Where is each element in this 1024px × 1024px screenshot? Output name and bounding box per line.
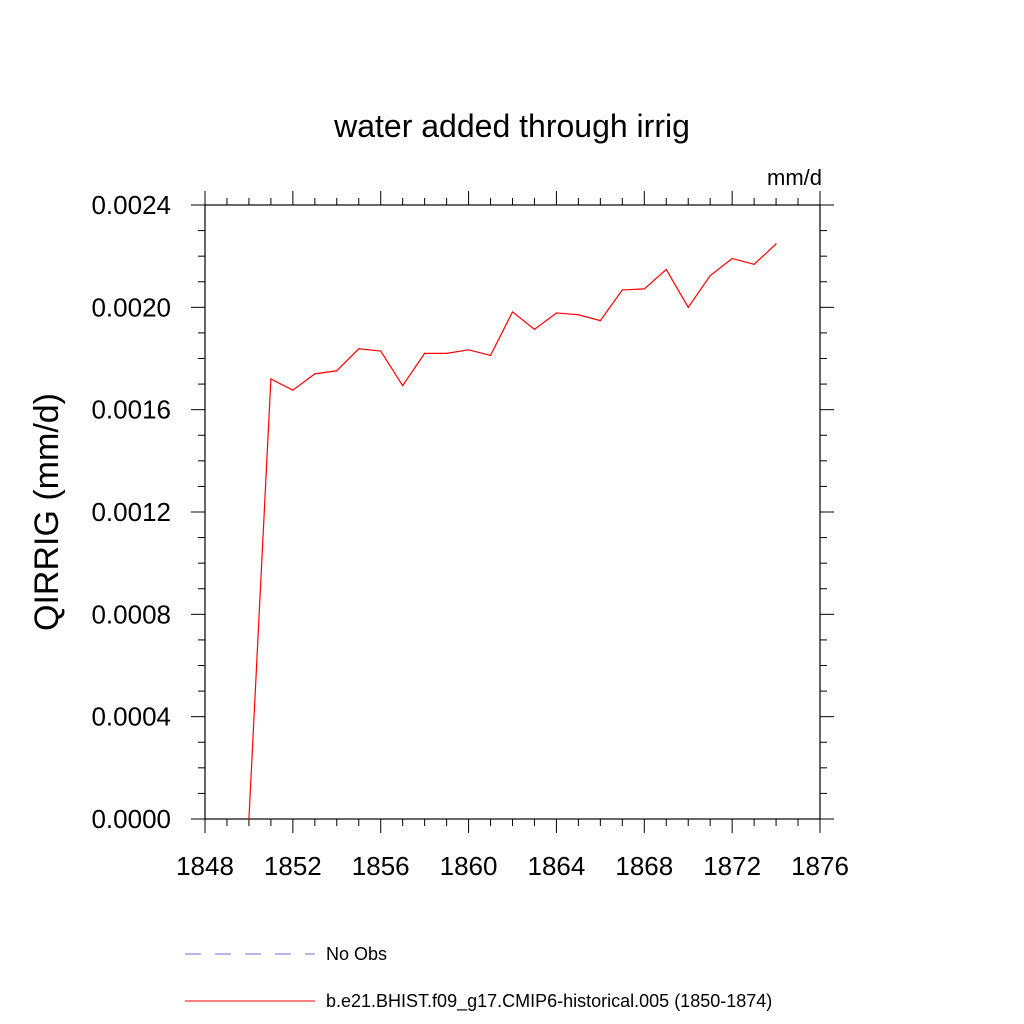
x-tick-label: 1872 xyxy=(703,851,761,881)
x-tick-label: 1852 xyxy=(264,851,322,881)
y-axis-label: QIRRIG (mm/d) xyxy=(28,393,66,631)
data-point xyxy=(292,389,294,391)
legend-label-historical: b.e21.BHIST.f09_g17.CMIP6-historical.005… xyxy=(326,991,772,1012)
legend: No Obs b.e21.BHIST.f09_g17.CMIP6-histori… xyxy=(185,944,772,1012)
data-point xyxy=(599,320,601,322)
data-point xyxy=(358,348,360,350)
y-tick-label: 0.0020 xyxy=(91,292,171,322)
series-line xyxy=(248,243,777,820)
y-tick-label: 0.0004 xyxy=(91,702,171,732)
plot-frame xyxy=(204,204,821,820)
data-point xyxy=(467,349,470,351)
y-tick-label: 0.0012 xyxy=(91,497,171,527)
data-point xyxy=(621,289,623,291)
y-tick-label: 0.0008 xyxy=(91,599,171,629)
data-point xyxy=(446,352,448,354)
data-point xyxy=(402,385,404,387)
data-point xyxy=(665,268,667,271)
data-point xyxy=(775,243,777,245)
data-point xyxy=(248,818,250,820)
y-tick-label: 0.0016 xyxy=(91,395,171,425)
chart-title: water added through irrig xyxy=(333,108,690,144)
data-point xyxy=(577,314,579,316)
x-tick-label: 1848 xyxy=(176,851,234,881)
y-tick-label: 0.0024 xyxy=(91,190,171,220)
series-layer xyxy=(248,243,777,820)
x-tick-label: 1876 xyxy=(791,851,849,881)
ticks-layer: 1848 1852 1856 1860 1864 1868 1872 1876 0.0000 0.… xyxy=(91,190,848,881)
data-point xyxy=(753,263,755,265)
data-point xyxy=(314,373,316,375)
x-tick-label: 1868 xyxy=(615,851,673,881)
data-point xyxy=(687,306,689,308)
data-point xyxy=(424,352,426,354)
x-tick-label: 1856 xyxy=(352,851,410,881)
x-tick-label: 1864 xyxy=(528,851,586,881)
data-point xyxy=(555,312,558,314)
data-point xyxy=(533,328,536,330)
data-point xyxy=(336,370,338,372)
data-point xyxy=(511,311,514,313)
y-tick-label: 0.0000 xyxy=(91,804,171,834)
data-point xyxy=(489,354,492,357)
data-point xyxy=(709,275,711,277)
data-point xyxy=(270,378,272,380)
units-label: mm/d xyxy=(767,165,822,190)
x-tick-label: 1860 xyxy=(440,851,498,881)
data-point xyxy=(643,288,645,290)
data-point xyxy=(731,257,733,260)
legend-label-no-obs: No Obs xyxy=(326,944,387,964)
data-point xyxy=(380,350,382,352)
